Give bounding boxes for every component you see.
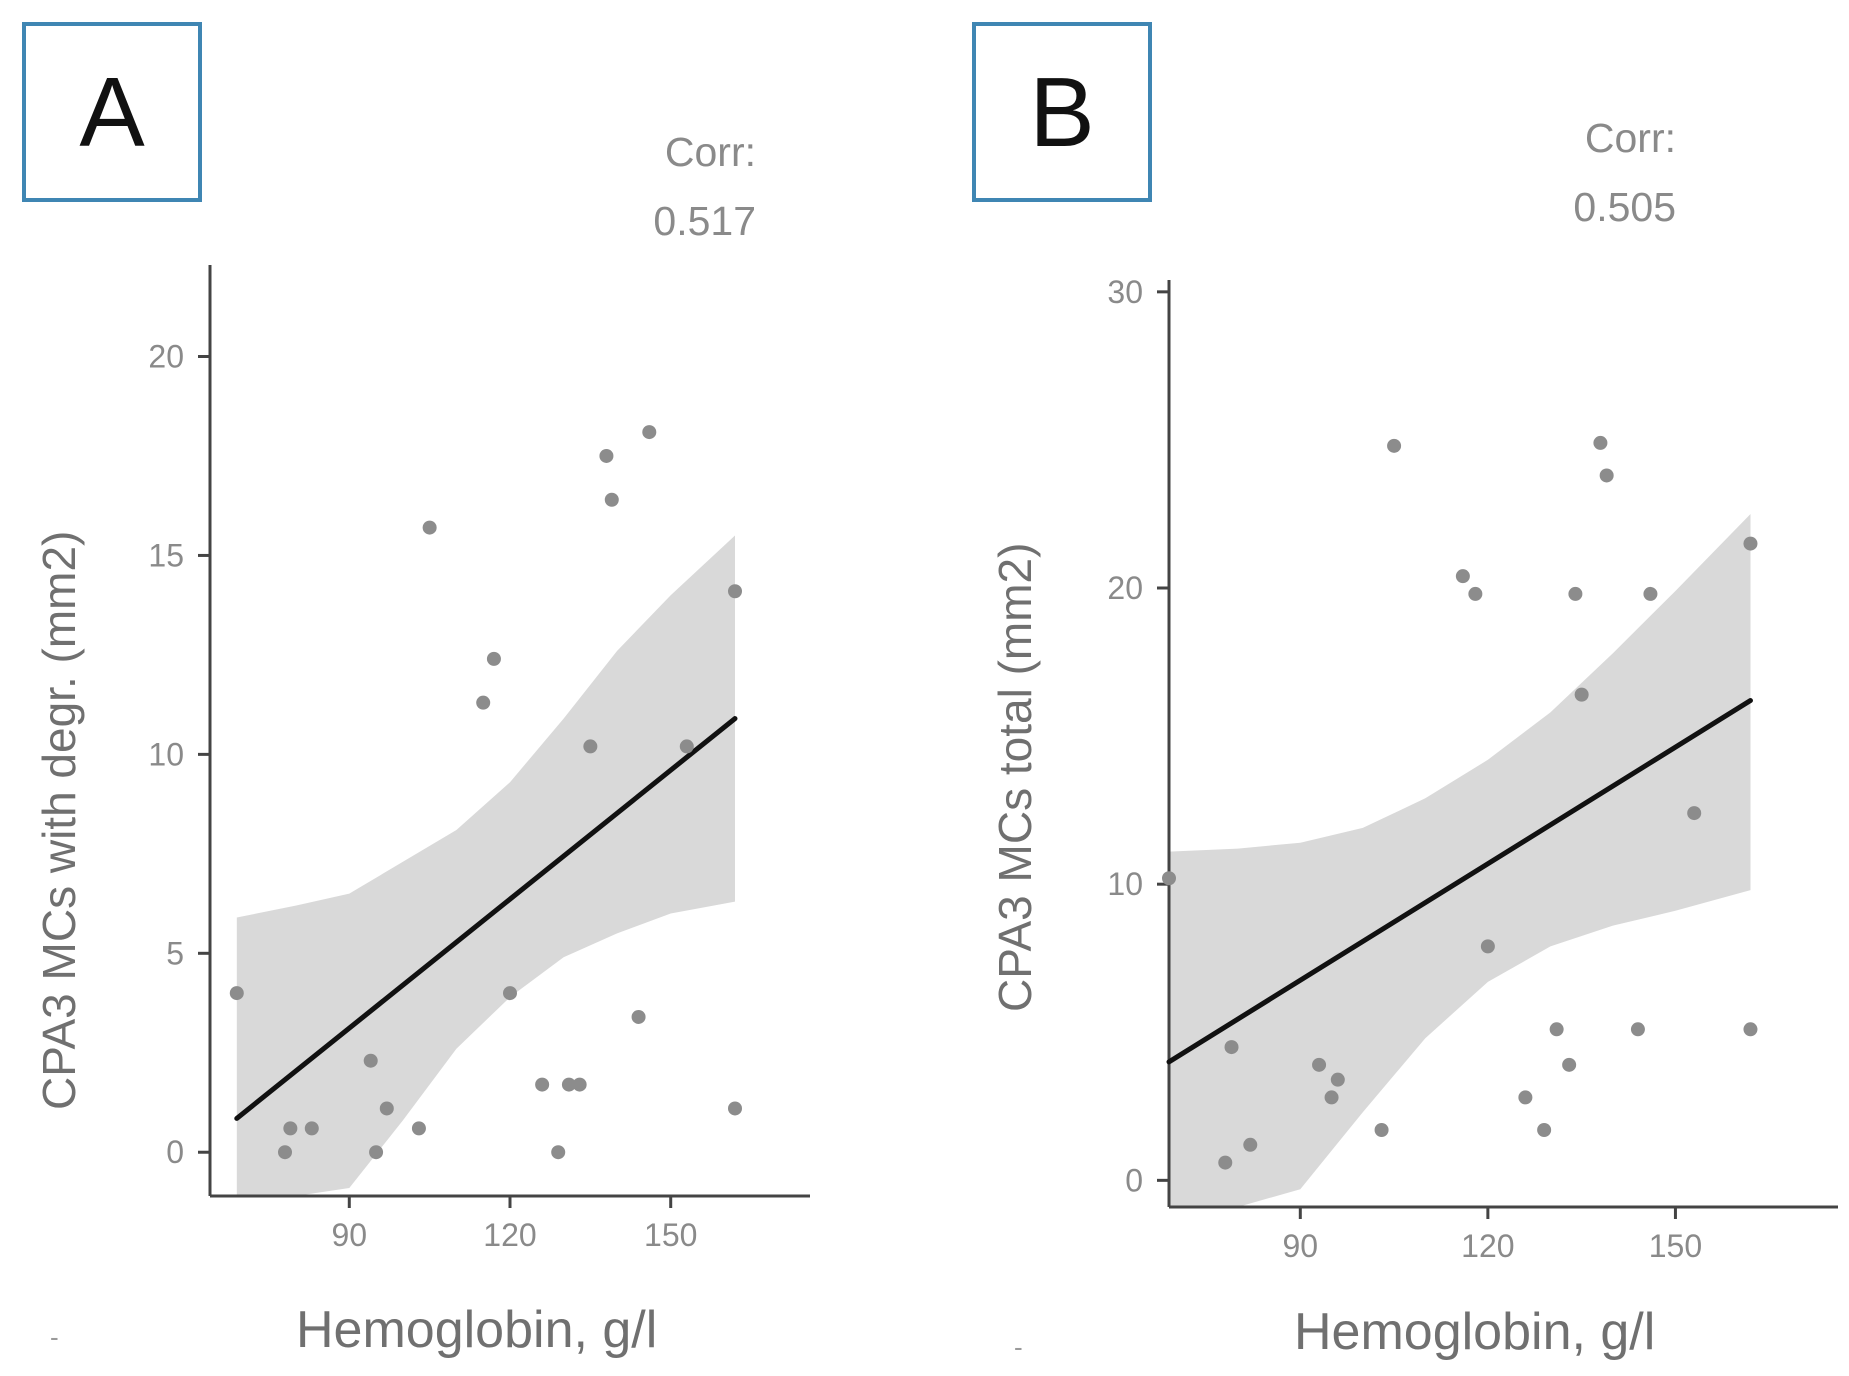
y-tick-label-a: 5 (166, 935, 184, 971)
data-point-b (1643, 586, 1658, 601)
data-point-b (1480, 939, 1495, 954)
y-tick-label-a: 0 (166, 1134, 184, 1170)
corr-value-a: 0.517 (653, 198, 756, 244)
data-point-b (1518, 1090, 1533, 1105)
data-point-a (278, 1145, 292, 1160)
data-point-a (229, 986, 244, 1001)
y-tick-label-a: 10 (148, 736, 184, 772)
data-point-a (561, 1077, 576, 1092)
data-point-a (572, 1077, 587, 1092)
confidence-band-a (236, 535, 736, 1196)
data-point-b (1243, 1137, 1258, 1152)
data-point-b (1455, 569, 1470, 584)
data-point-b (1743, 1022, 1758, 1037)
x-tick-label-b: 150 (1649, 1228, 1702, 1264)
data-point-a (728, 584, 742, 599)
scatter-plot-b: 0 10 20 30 90 120 150 (1107, 274, 1838, 1264)
y-tick-label-b: 10 (1107, 866, 1143, 902)
data-point-a (631, 1009, 646, 1024)
footer-mark-a: - (50, 1322, 59, 1352)
data-point-a (583, 739, 598, 754)
data-point-b (1568, 586, 1583, 601)
data-point-b (1468, 586, 1483, 601)
data-point-a (503, 986, 517, 1001)
y-tick-label-b: 20 (1107, 570, 1143, 606)
scatter-plot-a: 0 5 10 15 20 90 120 150 (148, 265, 810, 1253)
data-point-b (1599, 468, 1614, 483)
corr-annotation-b: Corr: 0.505 (1573, 118, 1676, 228)
data-point-a (283, 1121, 298, 1136)
data-point-a (551, 1145, 566, 1160)
corr-value-b: 0.505 (1573, 184, 1676, 230)
data-point-a (411, 1121, 426, 1136)
data-point-a (379, 1101, 394, 1116)
data-point-b (1387, 438, 1402, 453)
x-axis-label-b: Hemoglobin, g/l (1294, 1303, 1656, 1361)
data-point-b (1687, 806, 1702, 821)
data-point-b (1324, 1090, 1339, 1105)
y-tick-label-a: 20 (148, 339, 184, 375)
corr-label-a: Corr: (664, 129, 756, 175)
data-point-a (604, 492, 619, 507)
data-point-a (304, 1121, 319, 1136)
y-tick-label-b: 30 (1107, 274, 1143, 310)
x-axis-label-a: Hemoglobin, g/l (296, 1301, 658, 1359)
data-point-b (1312, 1057, 1327, 1072)
data-point-a (422, 520, 437, 535)
data-point-b (1549, 1022, 1564, 1037)
data-point-b (1574, 687, 1589, 702)
x-tick-label-b: 120 (1461, 1228, 1514, 1264)
data-point-b (1537, 1122, 1552, 1137)
data-point-b (1630, 1022, 1645, 1037)
data-point-b (1743, 536, 1758, 551)
data-point-a (476, 695, 491, 710)
x-tick-label-b: 90 (1283, 1228, 1319, 1264)
y-tick-label-a: 15 (148, 537, 184, 573)
confidence-band-b (1169, 514, 1751, 1207)
x-tick-label-a: 150 (644, 1217, 697, 1253)
data-point-a (486, 651, 501, 666)
data-point-b (1593, 435, 1608, 450)
corr-annotation-a: Corr: 0.517 (653, 132, 756, 242)
data-point-b (1224, 1040, 1239, 1055)
x-tick-label-a: 90 (331, 1217, 367, 1253)
panel-label-b: B (972, 22, 1152, 202)
corr-label-b: Corr: (1584, 115, 1676, 161)
regression-line-b (1166, 698, 1753, 1065)
data-point-a (363, 1053, 378, 1068)
panel-label-a: A (22, 22, 202, 202)
data-point-a (369, 1145, 384, 1160)
data-point-b (1330, 1072, 1345, 1087)
footer-mark-b: - (1014, 1332, 1023, 1362)
data-point-b (1218, 1155, 1233, 1170)
data-point-b (1374, 1122, 1389, 1137)
y-tick-label-b: 0 (1125, 1162, 1143, 1198)
data-point-a (535, 1077, 550, 1092)
panel-a: A Corr: 0.517 CPA3 MCs with degr. (mm2) … (0, 0, 924, 1376)
x-tick-label-a: 120 (483, 1217, 536, 1253)
data-point-a (728, 1101, 742, 1116)
data-point-a (599, 448, 614, 463)
data-point-b (1162, 871, 1176, 886)
data-point-a (642, 425, 657, 440)
regression-line-a (234, 716, 738, 1121)
data-point-a (679, 739, 694, 754)
data-point-b (1562, 1057, 1577, 1072)
panel-b: B Corr: 0.505 CPA3 MCs total (mm2) Hemog… (962, 0, 1849, 1376)
